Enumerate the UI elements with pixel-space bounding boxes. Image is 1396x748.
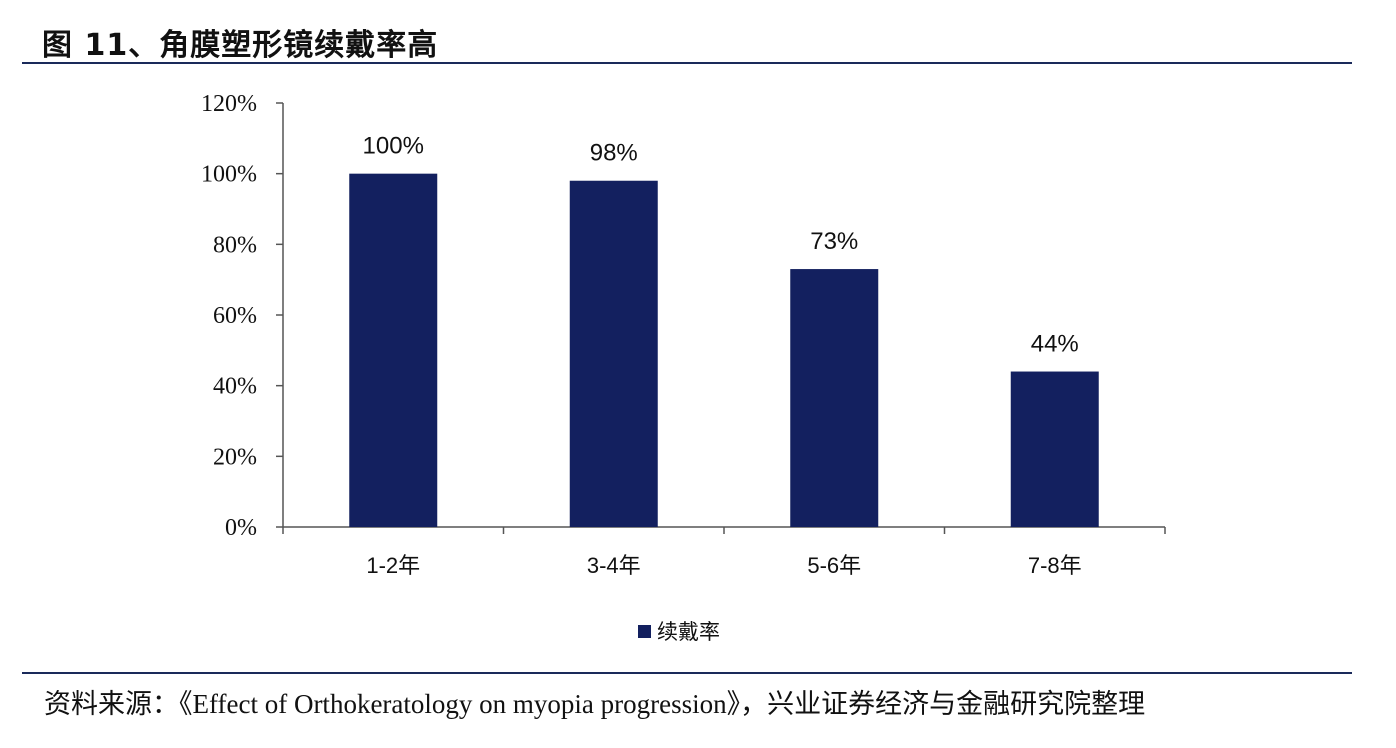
bar: [1010, 371, 1099, 527]
y-tick-label: 0%: [225, 515, 257, 541]
bottom-rule: [22, 672, 1352, 674]
bar: [790, 269, 879, 527]
figure-title: 图 11、角膜塑形镜续戴率高: [42, 28, 439, 63]
data-label: 100%: [363, 133, 424, 160]
bar-chart: 0% 20% 40% 60% 80% 100% 120% 100% 1-2年 98% 3-4年 73%…: [201, 91, 1166, 578]
x-category-label: 7-8年: [1028, 553, 1082, 578]
bar: [569, 180, 658, 527]
x-category-label: 1-2年: [366, 553, 420, 578]
y-tick-label: 120%: [201, 91, 257, 117]
y-tick-label: 20%: [213, 444, 257, 470]
x-category-label: 5-6年: [807, 553, 861, 578]
y-tick-label: 100%: [201, 162, 257, 188]
source-note: 资料来源：《Effect of Orthokeratology on myopi…: [44, 689, 1146, 719]
legend-label: 续戴率: [657, 620, 720, 644]
y-tick-label: 60%: [213, 303, 257, 329]
legend: 续戴率: [638, 616, 720, 646]
data-label: 73%: [810, 228, 858, 255]
x-category-label: 3-4年: [587, 553, 641, 578]
data-label: 98%: [590, 140, 638, 167]
top-rule: [22, 62, 1352, 64]
bar: [349, 173, 438, 527]
y-tick-label: 40%: [213, 374, 257, 400]
legend-swatch: [638, 624, 651, 638]
y-tick-label: 80%: [213, 232, 257, 258]
data-label: 44%: [1031, 331, 1079, 358]
